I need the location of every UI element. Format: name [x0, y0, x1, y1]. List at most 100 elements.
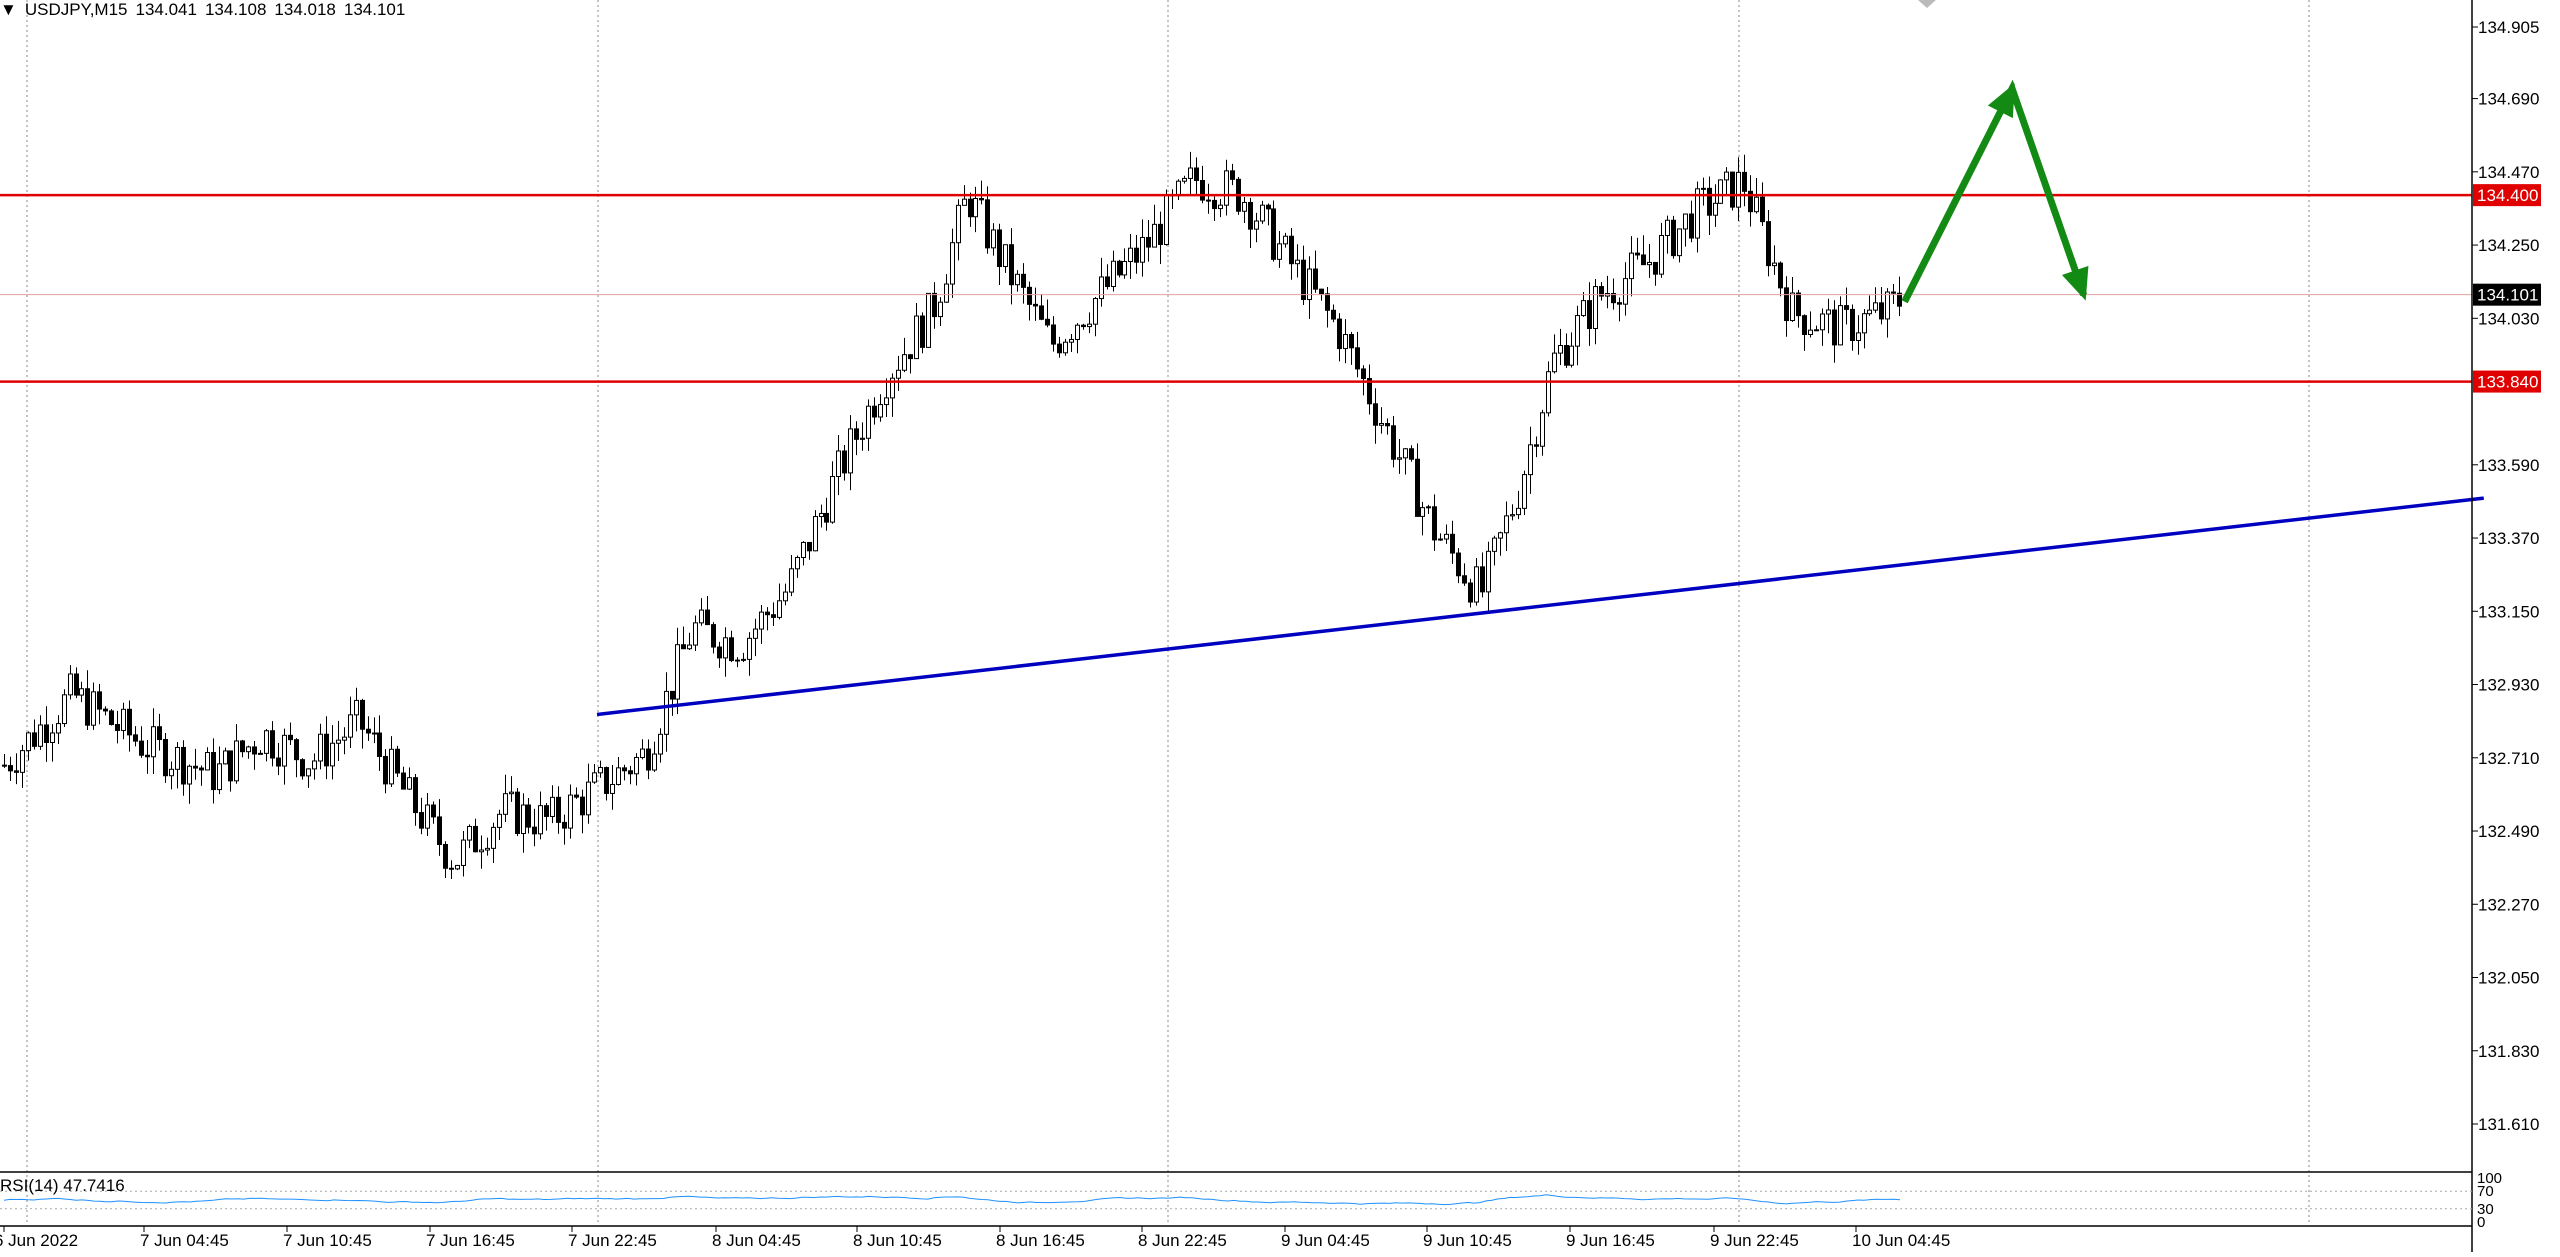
candle-body	[711, 624, 716, 648]
candle-body	[139, 740, 144, 756]
candle-body	[1134, 247, 1139, 263]
candle-body	[1063, 341, 1068, 354]
candle-body	[938, 301, 943, 318]
candle-body	[342, 736, 347, 741]
candle-body	[824, 512, 829, 523]
candle-body	[217, 763, 222, 791]
candle-body	[1301, 259, 1306, 301]
candle-body	[1158, 223, 1163, 245]
candle-body	[675, 644, 680, 700]
candle-body	[1313, 268, 1318, 290]
candle-body	[32, 732, 37, 747]
candle-body	[1444, 533, 1449, 540]
candle-body	[1474, 566, 1479, 603]
price-tick-label: 133.590	[2478, 456, 2539, 475]
candle-body	[246, 746, 251, 753]
candle-body	[1713, 202, 1718, 216]
time-tick-label: 10 Jun 04:45	[1852, 1231, 1950, 1250]
candle-body	[723, 637, 728, 659]
candle-body	[1587, 300, 1592, 329]
candle-body	[497, 813, 502, 828]
candle-body	[813, 516, 818, 552]
candle-body	[1724, 171, 1729, 181]
open-value: 134.041	[135, 0, 197, 19]
candle-body	[330, 742, 335, 767]
candle-body	[914, 315, 919, 360]
candle-body	[753, 628, 758, 639]
candle-body	[896, 369, 901, 379]
candle-body	[455, 864, 460, 870]
candle-body	[592, 772, 597, 783]
candle-body	[103, 708, 108, 712]
candle-body	[312, 760, 317, 770]
candle-body	[1486, 550, 1491, 593]
candle-body	[1784, 287, 1789, 322]
candle-body	[1468, 582, 1473, 603]
candle-body	[521, 804, 526, 834]
candle-body	[1832, 309, 1837, 346]
candle-body	[1671, 219, 1676, 257]
dropdown-triangle-icon[interactable]: ▼	[0, 0, 17, 19]
candle-body	[1045, 318, 1050, 326]
candle-body	[1206, 199, 1211, 202]
candle-body	[538, 805, 543, 835]
candle-body	[1778, 262, 1783, 289]
candle-body	[705, 609, 710, 626]
candle-body	[1498, 532, 1503, 539]
candle-body	[568, 794, 573, 829]
candle-body	[389, 748, 394, 785]
candle-body	[1176, 180, 1181, 197]
time-tick-label: 8 Jun 22:45	[1138, 1231, 1227, 1250]
candle-body	[1796, 292, 1801, 317]
candle-body	[1534, 444, 1539, 447]
candle-body	[50, 732, 55, 744]
candle-body	[926, 292, 931, 348]
candle-body	[1003, 244, 1008, 268]
candle-body	[1683, 213, 1688, 230]
candle-body	[807, 541, 812, 552]
candle-body	[1575, 315, 1580, 347]
candle-body	[121, 708, 126, 731]
candle-body	[425, 804, 430, 829]
candle-body	[944, 283, 949, 303]
candle-body	[658, 733, 663, 755]
candle-body	[419, 812, 424, 829]
candle-body	[1432, 506, 1437, 541]
candle-body	[1373, 403, 1378, 426]
candle-body	[550, 796, 555, 817]
candle-body	[1540, 412, 1545, 447]
candle-body	[1766, 221, 1771, 267]
candle-body	[1146, 236, 1151, 248]
time-tick-label: 9 Jun 22:45	[1710, 1231, 1799, 1250]
candle-body	[1057, 343, 1062, 354]
candle-body	[1844, 305, 1849, 310]
candle-body	[1224, 170, 1229, 206]
candle-body	[687, 644, 692, 650]
candle-body	[1343, 334, 1348, 350]
price-tag	[2473, 370, 2541, 393]
price-tick-label: 134.030	[2478, 309, 2539, 328]
candle-body	[133, 734, 138, 742]
candle-body	[372, 732, 377, 735]
candle-body	[681, 644, 686, 650]
candle-body	[1128, 247, 1133, 263]
candle-body	[318, 733, 323, 762]
candle-body	[765, 611, 770, 616]
candle-body	[830, 476, 835, 523]
candle-body	[300, 759, 305, 777]
candle-body	[950, 242, 955, 285]
candle-body	[1075, 324, 1080, 340]
candle-body	[38, 724, 43, 747]
candle-body	[1051, 324, 1056, 345]
candle-body	[1897, 292, 1902, 307]
candle-body	[193, 765, 198, 769]
candle-body	[1331, 309, 1336, 320]
candle-body	[1254, 220, 1259, 230]
time-tick-label: 9 Jun 10:45	[1423, 1231, 1512, 1250]
candle-body	[1415, 458, 1420, 517]
price-tick-label: 131.610	[2478, 1115, 2539, 1134]
candle-body	[819, 512, 824, 518]
candle-body	[836, 450, 841, 478]
